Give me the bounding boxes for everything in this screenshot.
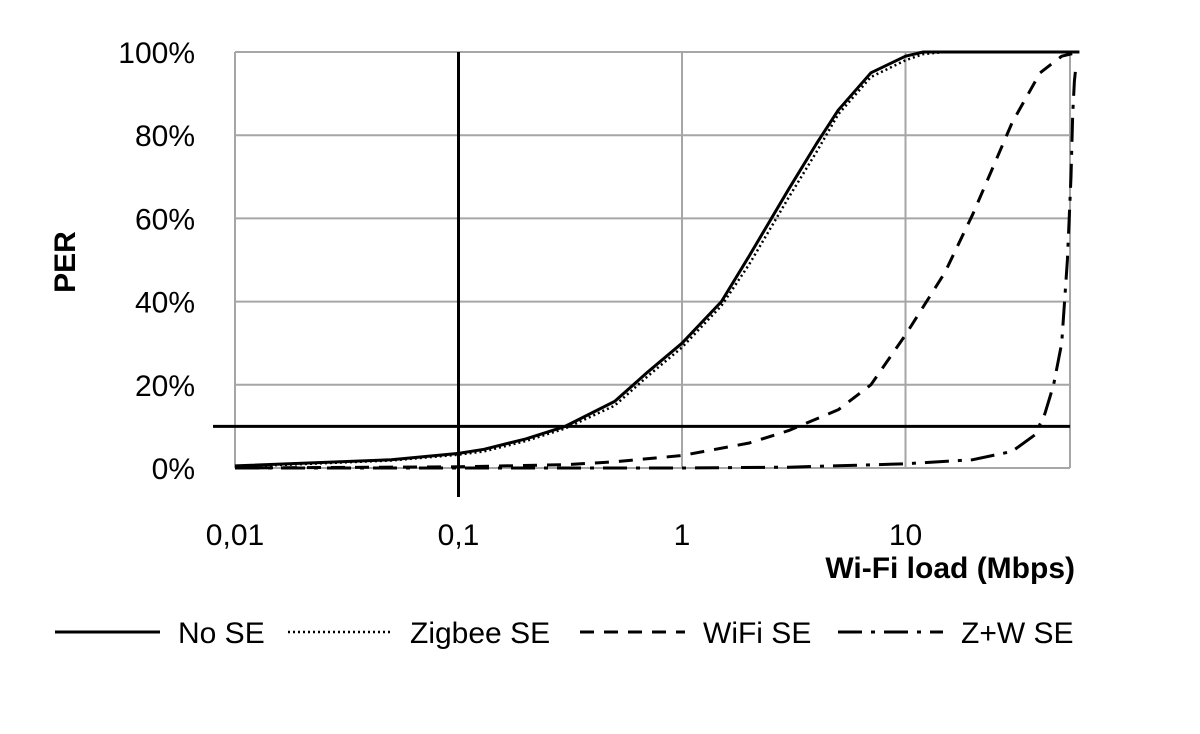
x-tick-label: 10 (889, 519, 922, 552)
legend-label: Z+W SE (961, 617, 1074, 650)
x-axis-title: Wi-Fi load (Mbps) (825, 552, 1075, 585)
x-tick-label: 0,1 (438, 519, 480, 552)
y-tick-label: 80% (135, 120, 195, 153)
legend-label: Zigbee SE (410, 617, 550, 650)
y-tick-label: 40% (135, 287, 195, 320)
grid (234, 51, 1071, 469)
y-tick-label: 20% (135, 370, 195, 403)
x-tick-label: 0,01 (206, 519, 264, 552)
reference-lines (213, 52, 1070, 497)
y-tick-label: 60% (135, 203, 195, 236)
series-line-no-se (234, 50, 1080, 468)
legend: No SE Zigbee SE WiFi SE Z+W SE (55, 617, 1074, 650)
series-layer (234, 50, 1080, 470)
x-tick-label: 1 (674, 519, 691, 552)
y-tick-label: 0% (152, 453, 195, 486)
y-tick-label: 100% (118, 37, 195, 70)
series-line-z-w-se (235, 64, 1078, 470)
y-axis-title: PER (49, 231, 82, 293)
tick-labels: 0% 20% 40% 60% 80% 100% 0,01 0,1 1 10 (118, 37, 922, 552)
legend-label: No SE (178, 617, 265, 650)
series-line-wifi-se (234, 50, 1080, 470)
legend-label: WiFi SE (703, 617, 811, 650)
